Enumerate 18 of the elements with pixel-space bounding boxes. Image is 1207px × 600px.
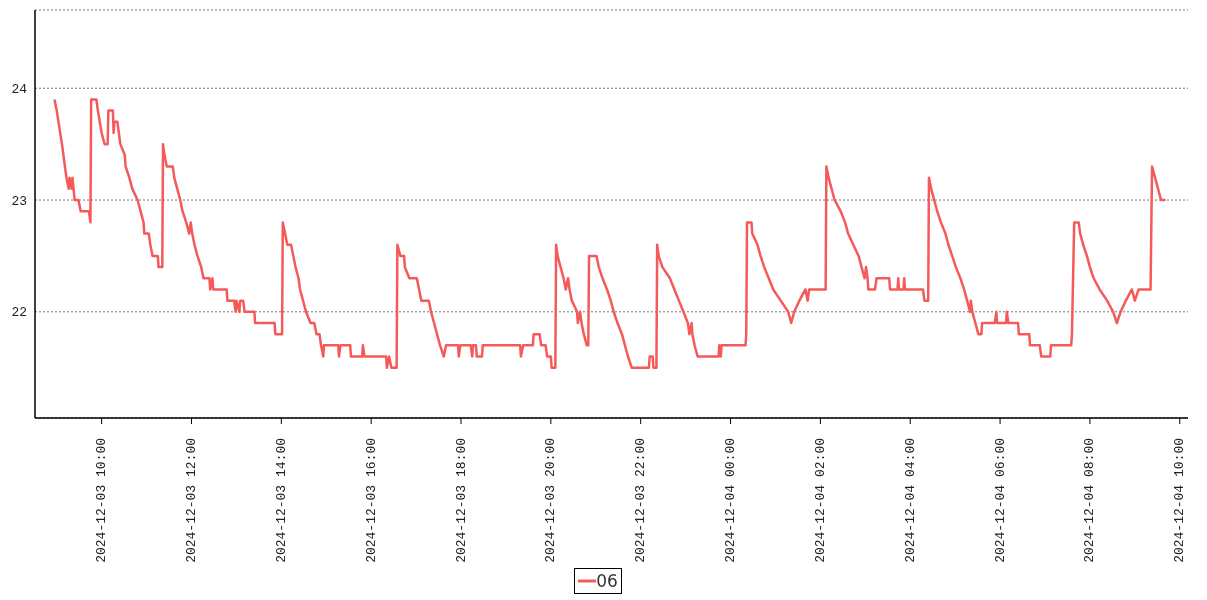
x-tick-label: 2024-12-03 22:00: [633, 438, 649, 563]
y-tick-label: 23: [11, 193, 27, 209]
x-tick-label: 2024-12-04 06:00: [992, 438, 1008, 563]
x-tick-label: 2024-12-03 12:00: [183, 438, 199, 563]
x-tick-label: 2024-12-04 10:00: [1172, 438, 1188, 563]
x-tick-label: 2024-12-03 20:00: [543, 438, 559, 563]
y-tick-label: 24: [11, 81, 28, 97]
x-tick-label: 2024-12-03 18:00: [453, 438, 469, 563]
x-tick-label: 2024-12-03 10:00: [94, 438, 110, 563]
x-tick-label: 2024-12-03 16:00: [363, 438, 379, 563]
x-tick-label: 2024-12-04 08:00: [1082, 438, 1098, 563]
legend-label: 06: [596, 571, 618, 591]
line-series: [53, 98, 1167, 369]
x-tick-label: 2024-12-04 04:00: [902, 438, 918, 563]
x-tick-label: 2024-12-04 00:00: [723, 438, 739, 563]
x-tick-label: 2024-12-04 02:00: [812, 438, 828, 563]
y-tick-label: 22: [11, 305, 27, 321]
x-tick-label: 2024-12-03 14:00: [273, 438, 289, 563]
